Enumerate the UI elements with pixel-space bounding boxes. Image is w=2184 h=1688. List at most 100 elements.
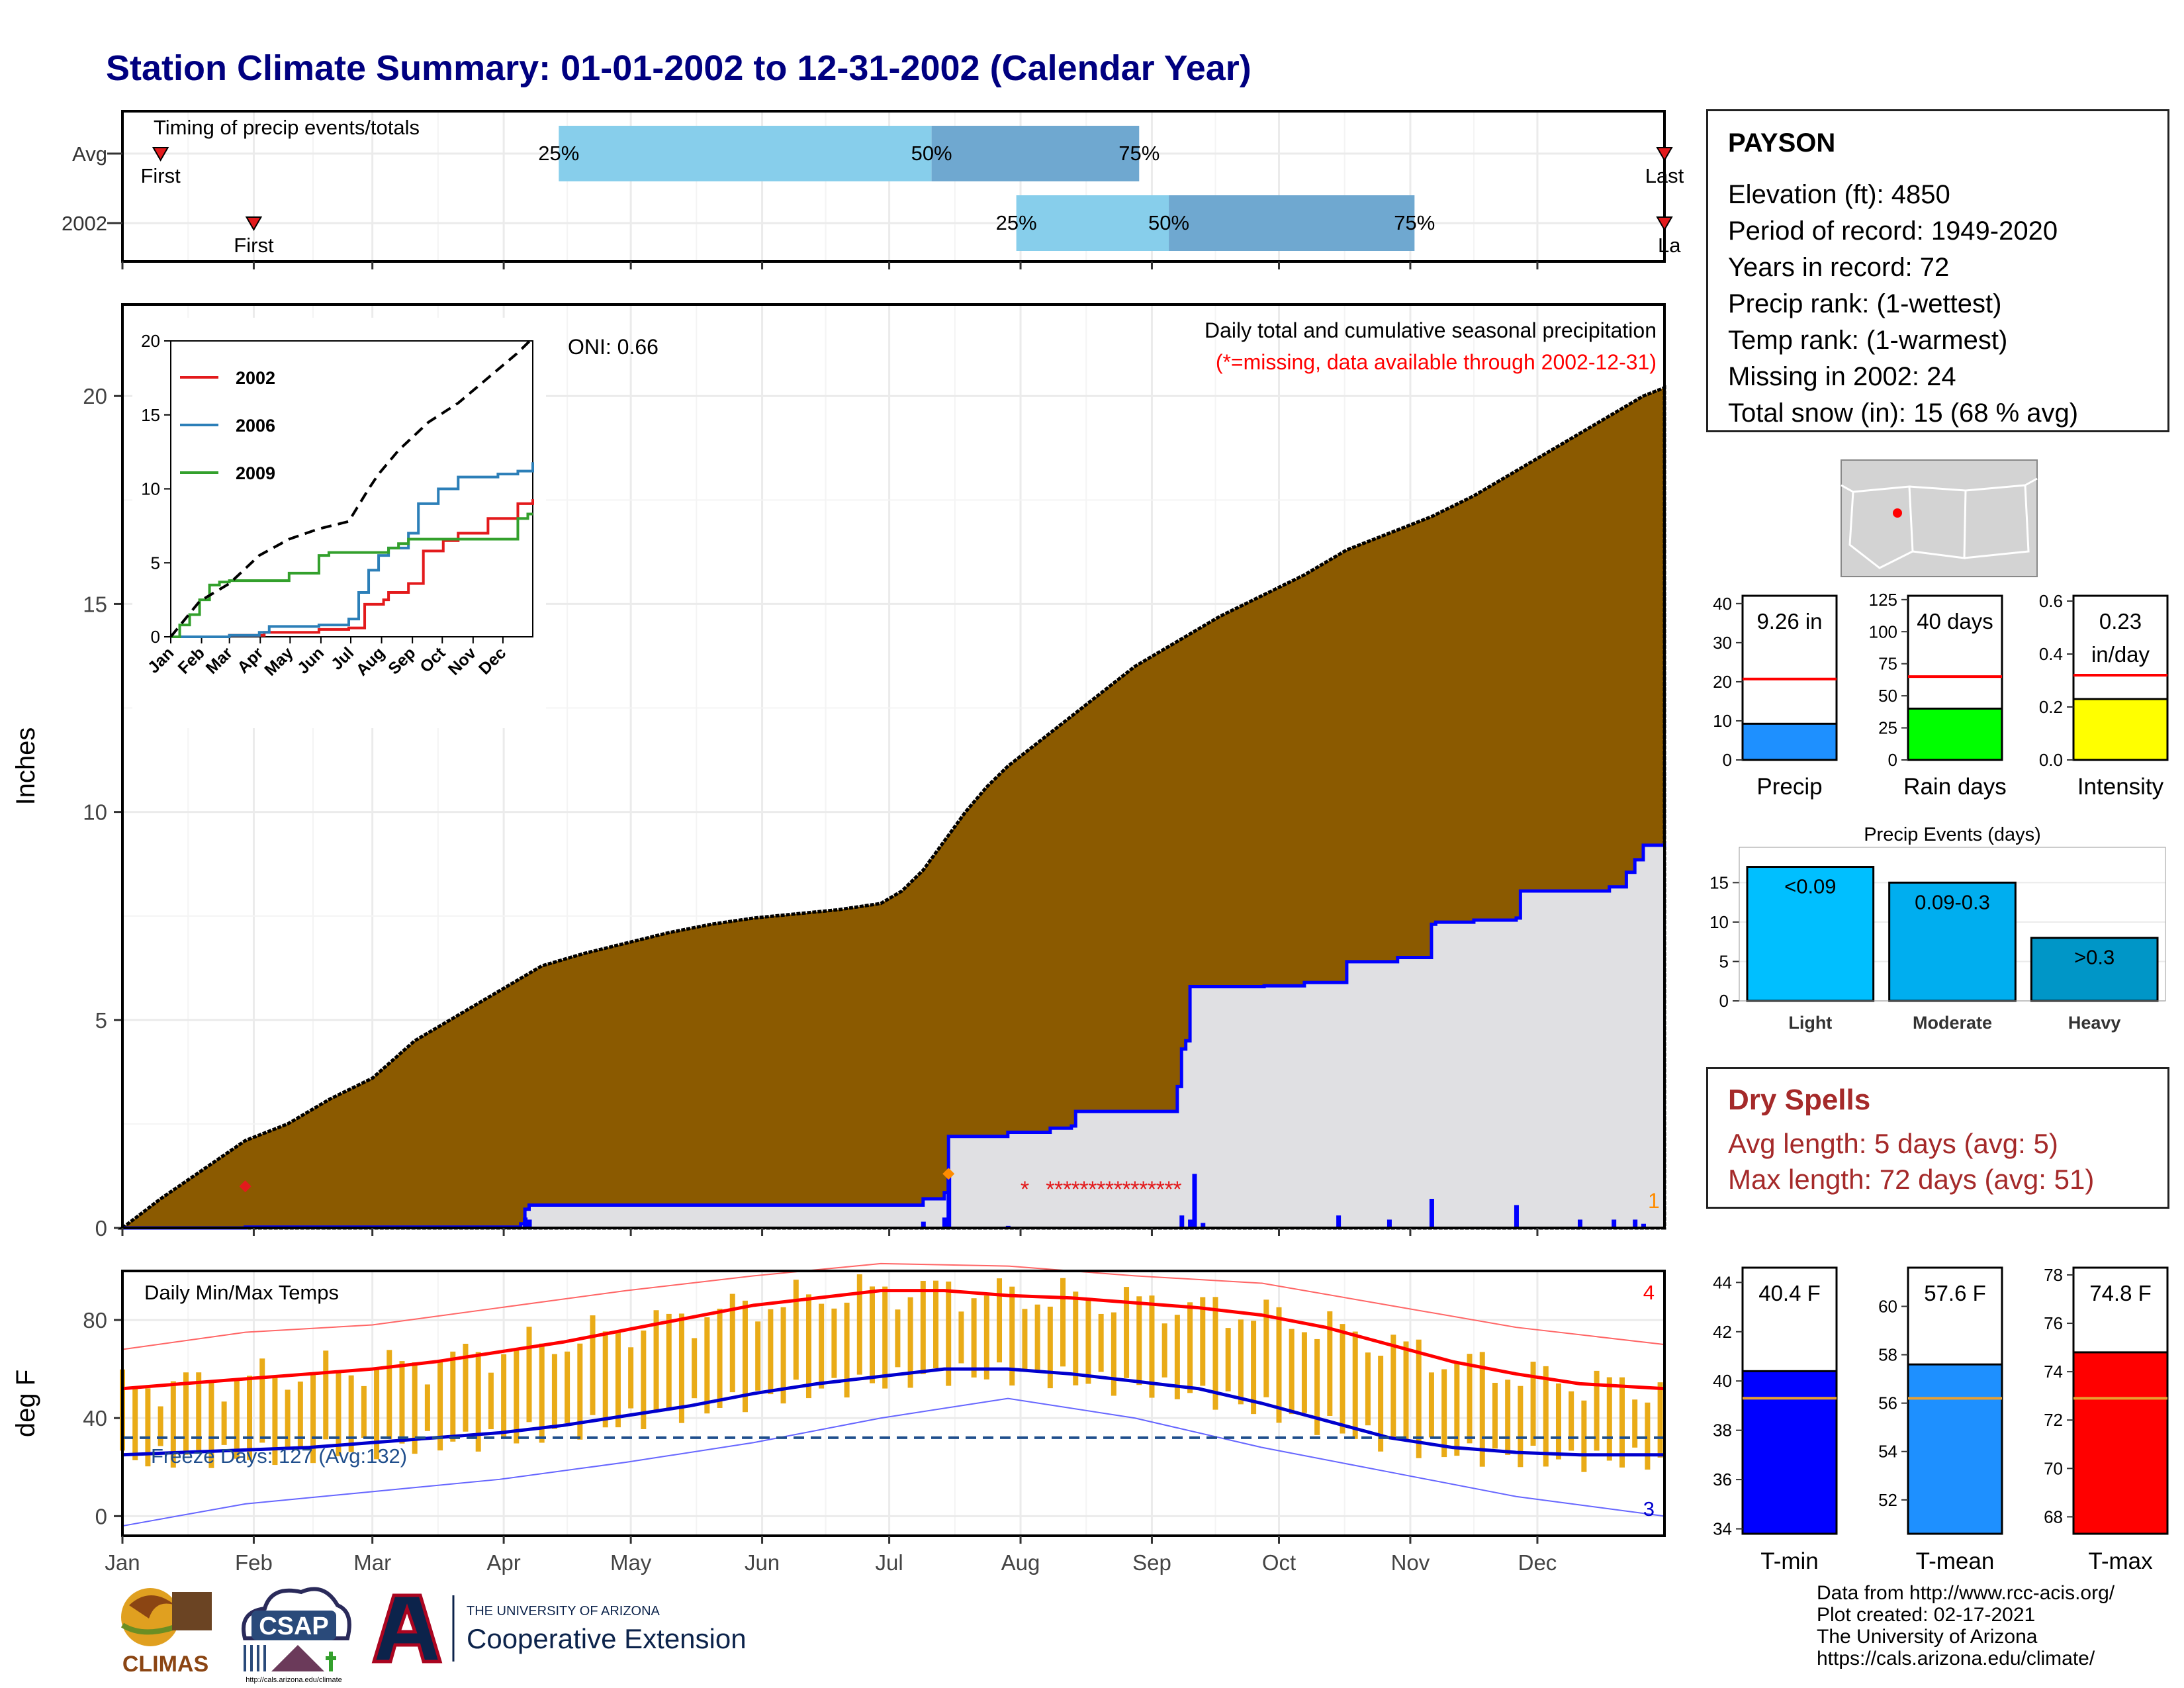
daily-temp-bar bbox=[1606, 1377, 1612, 1461]
temps-chart: 0 40 80 Freeze Days: 127 (Avg:132) Daily Min… bbox=[11, 1262, 1666, 1575]
record-max-line bbox=[122, 1262, 1665, 1350]
pct-label: 50% bbox=[1148, 211, 1189, 234]
main-subtitle: Daily total and cumulative seasonal prec… bbox=[1205, 318, 1657, 342]
month-label: Jun bbox=[745, 1550, 780, 1575]
daily-temp-bar bbox=[1111, 1312, 1116, 1396]
missing-marker: * bbox=[1122, 1177, 1130, 1202]
temps-count-top: 4 bbox=[1643, 1281, 1655, 1304]
missing-marker: * bbox=[1173, 1177, 1181, 1202]
panel-y-tick-label: 30 bbox=[1713, 633, 1732, 653]
daily-temp-bar bbox=[590, 1315, 596, 1415]
inset-avg-line bbox=[169, 337, 534, 638]
events-y-tick-label: 10 bbox=[1709, 912, 1729, 932]
y-tick-label: 20 bbox=[83, 384, 107, 408]
panel-label: T-max bbox=[2088, 1548, 2153, 1574]
quartile-bar-low bbox=[559, 126, 932, 181]
obs-cumulative-line bbox=[122, 843, 1666, 1230]
pct-label: 25% bbox=[996, 211, 1037, 234]
month-label: Dec bbox=[1518, 1550, 1557, 1575]
pct-label: 25% bbox=[538, 142, 579, 165]
panel-y-tick-label: 125 bbox=[1869, 590, 1897, 610]
y-tick-label: 40 bbox=[83, 1406, 107, 1430]
daily-temp-bar bbox=[323, 1350, 329, 1440]
missing-marker: * bbox=[1063, 1177, 1071, 1202]
month-label: Sep bbox=[1132, 1550, 1171, 1575]
panel-value-bar bbox=[2072, 698, 2169, 761]
missing-marker: * bbox=[1148, 1177, 1156, 1202]
panel-y-tick-label: 68 bbox=[2044, 1507, 2063, 1526]
timing-frame bbox=[121, 110, 1666, 263]
quartile-bar-high bbox=[931, 126, 1140, 181]
y-tick-label: 10 bbox=[83, 800, 107, 825]
first-label: First bbox=[140, 164, 181, 187]
first-marker bbox=[152, 147, 169, 162]
event-marker bbox=[942, 1168, 955, 1180]
station-location-dot bbox=[1893, 508, 1902, 518]
daily-temp-bar bbox=[1416, 1339, 1422, 1458]
daily-temp-bar bbox=[1314, 1338, 1320, 1435]
precip-events-chart: Precip Events (days) 0 5 10 15 <0.09 Light 0.09… bbox=[1709, 824, 2166, 1033]
panel-y-tick-label: 54 bbox=[1878, 1442, 1897, 1462]
daily-temp-bar bbox=[399, 1361, 405, 1444]
avg-max-line bbox=[122, 1289, 1665, 1391]
panel-value-text: 40 days bbox=[1917, 609, 1993, 633]
daily-temp-bar bbox=[717, 1308, 723, 1408]
events-title: Precip Events (days) bbox=[1864, 824, 2041, 845]
daily-precip-bar bbox=[1192, 1174, 1197, 1228]
footer-line: Plot created: 02-17-2021 bbox=[1817, 1604, 2036, 1626]
month-label: Feb bbox=[235, 1550, 273, 1575]
daily-temp-bar bbox=[920, 1280, 926, 1374]
y-tick-label: 80 bbox=[83, 1308, 107, 1333]
panel-y-tick-label: 36 bbox=[1713, 1470, 1732, 1489]
inset-y-tick-label: 15 bbox=[141, 405, 160, 425]
panel-y-tick-label: 52 bbox=[1878, 1490, 1897, 1510]
daily-temp-bar bbox=[983, 1295, 989, 1380]
panel-y-tick-label: 100 bbox=[1869, 622, 1897, 641]
missing-marker: * bbox=[1071, 1177, 1080, 1202]
events-bar-label: <0.09 bbox=[1784, 875, 1836, 898]
csap-url: http://cals.arizona.edu/climate bbox=[246, 1676, 342, 1684]
daily-temp-bar bbox=[1085, 1300, 1091, 1384]
daily-temp-bar bbox=[844, 1302, 850, 1398]
panel-y-tick-label: 42 bbox=[1713, 1322, 1732, 1342]
daily-temp-bar bbox=[565, 1351, 570, 1423]
climas-text: CLIMAS bbox=[122, 1652, 208, 1677]
panel-y-tick-label: 0.2 bbox=[2039, 697, 2063, 717]
month-label: May bbox=[610, 1550, 652, 1575]
missing-marker: * bbox=[1164, 1177, 1173, 1202]
daily-temp-bar bbox=[501, 1354, 507, 1438]
y-axis-label: deg F bbox=[11, 1370, 40, 1437]
daily-precip-bar bbox=[527, 1219, 532, 1228]
main-note: (*=missing, data available through 2002-… bbox=[1216, 350, 1657, 374]
daily-temp-bar bbox=[412, 1362, 418, 1454]
daily-temp-bar bbox=[1301, 1332, 1307, 1413]
station-line: Elevation (ft): 4850 bbox=[1728, 180, 1950, 209]
daily-temp-bar bbox=[297, 1382, 303, 1449]
location-map bbox=[1841, 459, 2038, 577]
daily-temp-bar bbox=[488, 1372, 494, 1430]
csap-logo: CSAP http://cals.arizona.edu/climate bbox=[242, 1587, 351, 1684]
daily-temp-bar bbox=[1518, 1385, 1524, 1468]
daily-temp-bar bbox=[247, 1376, 253, 1460]
daily-temp-bar bbox=[793, 1280, 799, 1380]
dry-spells-avg: Avg length: 5 days (avg: 5) bbox=[1728, 1128, 2058, 1159]
daily-precip-bar bbox=[1188, 1219, 1193, 1228]
events-frame bbox=[1739, 847, 2166, 1002]
daily-temp-bar bbox=[907, 1297, 913, 1388]
daily-temp-bar bbox=[424, 1384, 430, 1431]
daily-temp-bar bbox=[374, 1369, 380, 1460]
station-line: Period of record: 1949-2020 bbox=[1728, 216, 2058, 246]
footer-note: Data from http://www.rcc-acis.org/ Plot … bbox=[1817, 1582, 2115, 1669]
daily-temp-bar bbox=[1645, 1402, 1651, 1470]
events-bar-label: >0.3 bbox=[2074, 946, 2115, 969]
station-info-box: PAYSON Elevation (ft): 4850 Period of re… bbox=[1706, 109, 2169, 432]
daily-precip-bar bbox=[921, 1221, 926, 1228]
daily-temp-bar bbox=[1594, 1370, 1600, 1451]
panel-y-tick-label: 0.4 bbox=[2039, 644, 2063, 664]
panel-y-tick-label: 0 bbox=[1888, 750, 1897, 770]
daily-temp-bar bbox=[234, 1379, 240, 1459]
daily-temp-bar bbox=[1479, 1352, 1485, 1467]
missing-marker: * bbox=[1046, 1177, 1054, 1202]
daily-temp-bar bbox=[551, 1354, 557, 1429]
daily-temp-bar bbox=[641, 1330, 647, 1429]
